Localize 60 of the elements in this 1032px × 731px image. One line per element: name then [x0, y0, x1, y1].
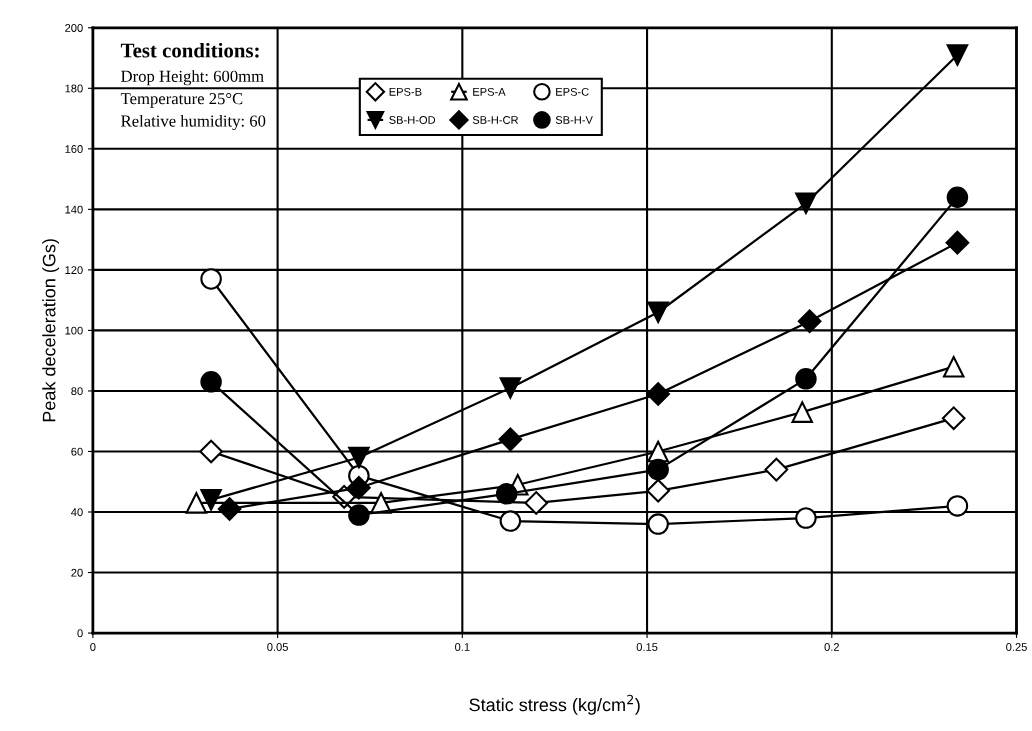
legend-label: EPS-C: [556, 87, 589, 96]
y-tick-label: 160: [65, 145, 83, 153]
point: [946, 44, 969, 66]
point: [797, 309, 822, 334]
point: [942, 355, 965, 378]
point: [348, 446, 370, 469]
annotation: Drop Height: 600mm: [121, 70, 264, 86]
point: [200, 371, 222, 393]
x-tick-label: 0.25: [1006, 643, 1027, 651]
point: [524, 491, 549, 515]
y-tick-label: 140: [65, 205, 83, 214]
y-tick-label: 40: [71, 508, 83, 517]
point: [795, 507, 817, 529]
point: [646, 382, 670, 406]
y-tick-label: 180: [65, 84, 83, 93]
point: [495, 483, 518, 505]
x-tick-label: 0.2: [824, 643, 839, 651]
point: [764, 457, 789, 482]
point: [498, 427, 523, 452]
point: [945, 230, 970, 255]
x-tick-label: 0.05: [267, 643, 288, 651]
point: [185, 492, 208, 514]
y-tick-label: 80: [71, 387, 83, 396]
point: [200, 489, 222, 511]
y-axis-title: Peak deceleration (Gs): [42, 239, 60, 422]
x-tick-label: 0: [90, 643, 96, 651]
x-tick-label: 0.15: [636, 643, 658, 651]
point: [199, 439, 223, 464]
y-tick-label: 100: [65, 326, 83, 335]
point: [647, 458, 669, 481]
annotation: Relative humidity: 60: [121, 114, 266, 131]
y-tick-label: 20: [71, 568, 83, 577]
point: [791, 401, 813, 423]
legend-label: EPS-B: [389, 87, 422, 96]
annotation: Temperature 25°C: [120, 93, 243, 108]
point: [200, 268, 222, 290]
point: [795, 192, 817, 215]
point: [795, 368, 817, 390]
point: [217, 497, 242, 521]
x-axis-title: Static stress (kg/cm$^{2}$): [469, 694, 640, 715]
point: [946, 186, 969, 209]
legend-label: EPS-A: [473, 87, 506, 96]
point: [941, 406, 966, 431]
y-tick-label: 60: [71, 447, 83, 456]
x-tick-label: 0.1: [455, 643, 470, 651]
legend-label: SB-H-OD: [389, 116, 436, 124]
point: [946, 495, 969, 517]
point: [347, 475, 371, 500]
annotation: Test conditions:: [120, 42, 259, 58]
point: [348, 504, 370, 526]
y-tick-label: 200: [65, 24, 83, 32]
legend-label: SB-H-CR: [472, 116, 519, 124]
point: [647, 301, 669, 324]
y-tick-label: 120: [65, 266, 83, 275]
point: [646, 478, 670, 503]
legend-label: SB-H-V: [555, 116, 593, 124]
point: [647, 513, 669, 535]
point: [499, 377, 522, 399]
y-tick-label: 0: [77, 629, 83, 638]
point: [499, 510, 522, 532]
